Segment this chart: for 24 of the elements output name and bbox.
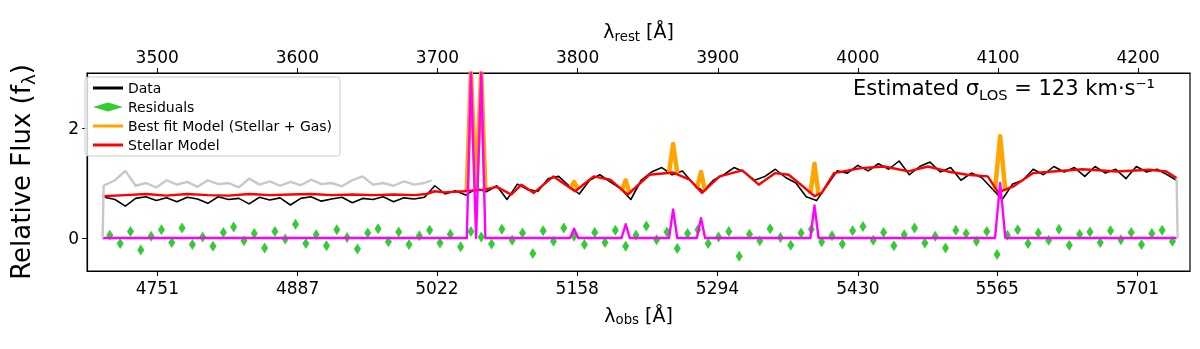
x-tick-label: 4751 — [135, 277, 179, 298]
x2-tick-label: 3800 — [555, 46, 600, 67]
x2-tick-label: 4200 — [1116, 46, 1160, 67]
x2-tick-label: 4100 — [976, 46, 1020, 67]
y-tick-label: 0 — [68, 228, 80, 248]
x-tick-label: 5701 — [1115, 277, 1160, 298]
line-series — [103, 160, 1178, 207]
x-tick-label: 5565 — [975, 277, 1019, 298]
x2-tick-label: 3600 — [275, 46, 319, 67]
legend-label: Residuals — [128, 99, 195, 115]
x2-tick-label: 3500 — [135, 46, 179, 67]
y-axis-title: Relative Flux (fλ) — [6, 64, 39, 280]
x-tick-label: 5294 — [695, 277, 740, 298]
x2-tick-label: 3700 — [415, 46, 460, 67]
x2-tick-label: 3900 — [696, 46, 740, 67]
x-tick-label: 5158 — [555, 277, 599, 298]
legend-label: Data — [128, 80, 162, 96]
legend-label: Best fit Model (Stellar + Gas) — [128, 118, 333, 134]
x-tick-label: 4887 — [275, 277, 320, 298]
x-tick-label: 5430 — [836, 277, 880, 298]
legend-label: Stellar Model — [128, 137, 220, 153]
y-tick-label: 2 — [68, 118, 80, 138]
x-tick-label: 5022 — [415, 277, 459, 298]
x2-tick-label: 4000 — [836, 46, 880, 67]
